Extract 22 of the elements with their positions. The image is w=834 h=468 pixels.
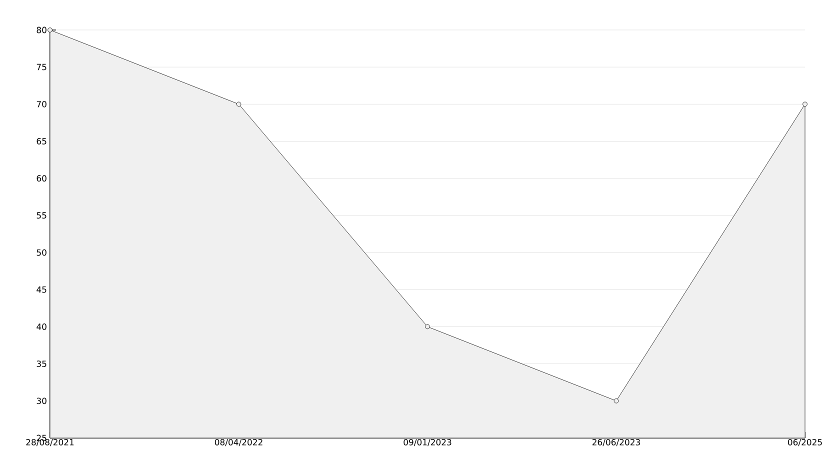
y-tick-label: 80	[36, 26, 46, 34]
x-tick-label: 08/04/2022	[214, 439, 262, 446]
point	[425, 324, 430, 330]
y-tick-label: 75	[36, 64, 46, 70]
y-tick-label: 40	[36, 324, 46, 330]
y-tick-label: 50	[36, 249, 46, 256]
y-tick-label: 45	[36, 286, 46, 293]
x-tick-label: 06/2025	[788, 439, 822, 446]
point	[236, 102, 242, 107]
y-tick-label: 65	[36, 138, 46, 144]
y-tick-label: 25	[36, 434, 46, 442]
x-tick-label: 26/06/2023	[592, 439, 640, 446]
point	[48, 28, 52, 32]
point	[802, 102, 808, 107]
x-tick-label: 28/08/2021	[26, 439, 74, 446]
x-tick-label: 09/01/2023	[404, 439, 452, 446]
y-tick-label: 70	[36, 100, 46, 108]
y-tick-label: 30	[36, 398, 46, 404]
y-tick-label: 35	[36, 360, 46, 368]
y-tick-label: 55	[36, 212, 46, 219]
point	[614, 398, 619, 404]
y-tick-label: 60	[36, 175, 46, 182]
